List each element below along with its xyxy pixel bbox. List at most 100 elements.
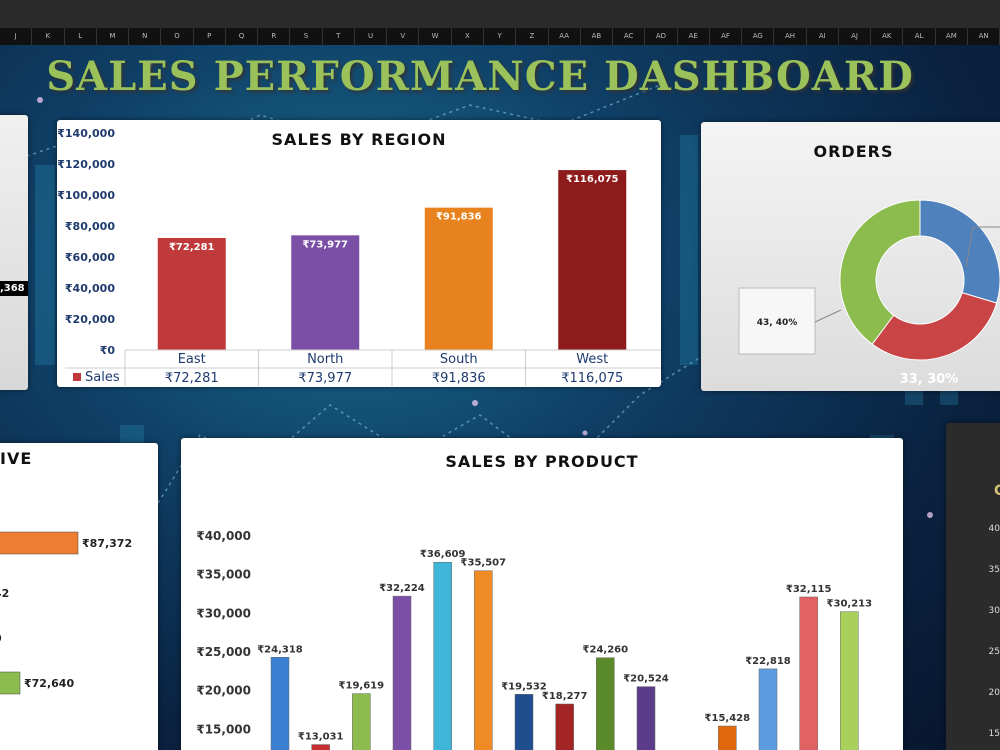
region-bar (157, 237, 226, 350)
region-chart-plot: ₹0 ₹20,000 ₹40,000 ₹60,000 ₹80,000 ₹100,000 ₹1… (57, 127, 661, 386)
column-header-cell[interactable]: Z (516, 28, 549, 45)
column-header-cell[interactable]: S (290, 28, 323, 45)
product-bar-label: ₹24,318 (257, 644, 303, 655)
region-bar (291, 235, 360, 350)
region-bar (558, 170, 627, 350)
column-header-cell[interactable]: AG (742, 28, 775, 45)
orders-leader-line (814, 309, 842, 323)
orders-chart-title: ORDERS (813, 142, 894, 161)
region-y-tick: ₹140,000 (57, 127, 115, 140)
region-y-tick: ₹40,000 (65, 282, 115, 295)
column-header-cell[interactable]: AD (645, 28, 678, 45)
right-card-tick: 25 (989, 647, 1000, 657)
orders-slice-label: 33, 30% (900, 372, 959, 387)
orders-slice (839, 199, 921, 345)
orders-slice-label: 43, 40% (757, 318, 798, 328)
excel-ribbon-bar (0, 0, 1000, 29)
column-header-cell[interactable]: V (387, 28, 420, 45)
orders-slice (919, 199, 1000, 304)
column-header-cell[interactable]: AF (710, 28, 743, 45)
product-bar-label: ₹15,428 (705, 713, 751, 724)
right-card-tick: 40 (989, 524, 1000, 534)
orders-slice (871, 291, 998, 361)
region-y-tick: ₹120,000 (57, 158, 115, 171)
right-chart-card[interactable]: C40353025201510 (946, 423, 1000, 750)
product-bar (433, 561, 452, 750)
right-card-tick: 30 (989, 606, 1000, 616)
column-header-cell[interactable]: AC (613, 28, 646, 45)
column-header-cell[interactable]: M (97, 28, 130, 45)
region-category-label: East (178, 352, 206, 367)
column-header-cell[interactable]: AL (903, 28, 936, 45)
live-bar-label: 42 (0, 587, 9, 600)
column-header-bar: J K L M N O P Q R S T U V W X Y Z AA AB AC AD AE AF AG AH AI AJ AK A… (0, 28, 1000, 45)
region-y-tick: ₹60,000 (65, 251, 115, 264)
column-header-cell[interactable]: AH (774, 28, 807, 45)
column-header-cell[interactable]: U (355, 28, 388, 45)
column-header-cell[interactable]: X (452, 28, 484, 45)
column-header-cell[interactable]: P (194, 28, 226, 45)
right-chart-plot: C40353025201510 (989, 483, 1000, 739)
region-table-value: ₹73,977 (298, 371, 352, 386)
region-legend-key (73, 373, 81, 381)
orders-chart[interactable]: ORDERS 43, 40% 33, 30% (701, 122, 1000, 391)
column-header-cell[interactable]: O (161, 28, 194, 45)
sales-by-representative-chart[interactable]: IVE ₹87,372420₹72,640400 (0, 443, 158, 750)
column-header-cell[interactable]: AE (678, 28, 710, 45)
column-header-cell[interactable]: AB (581, 28, 614, 45)
dashboard-title: SALES PERFORMANCE DASHBOARD (46, 53, 914, 100)
column-header-cell[interactable]: Y (484, 28, 517, 45)
product-y-tick: ₹15,000 (196, 722, 251, 736)
product-bar-label: ₹13,031 (298, 732, 344, 743)
column-header-cell[interactable]: AJ (839, 28, 872, 45)
product-bar (840, 611, 859, 750)
orders-leader-line (965, 226, 974, 268)
column-header-cell[interactable]: AN (968, 28, 1000, 45)
live-bar-label: ₹87,372 (82, 537, 132, 550)
product-y-tick: ₹40,000 (196, 529, 251, 543)
product-bar-label: ₹19,619 (339, 681, 385, 692)
product-chart-title: SALES BY PRODUCT (445, 452, 639, 471)
region-category-label: West (576, 352, 608, 367)
region-bar (424, 207, 493, 350)
column-header-cell[interactable]: N (129, 28, 162, 45)
column-header-cell[interactable]: L (65, 28, 97, 45)
column-header-cell[interactable]: K (32, 28, 65, 45)
region-category-label: North (307, 352, 343, 367)
product-bar (555, 703, 574, 750)
live-bar (0, 671, 21, 695)
product-bar-label: ₹32,115 (786, 584, 832, 595)
sales-by-region-chart[interactable]: SALES BY REGION ₹0 ₹20,000 ₹40,000 ₹60,000 ₹… (57, 120, 661, 387)
product-bar-label: ₹18,277 (542, 691, 588, 702)
right-card-title: C (994, 483, 1000, 499)
column-header-cell[interactable]: Q (226, 28, 259, 45)
column-header-cell[interactable]: J (0, 28, 33, 45)
column-header-cell[interactable]: AM (936, 28, 968, 45)
region-y-tick: ₹20,000 (65, 313, 115, 326)
column-header-cell[interactable]: T (323, 28, 355, 45)
product-bar (758, 668, 778, 750)
live-bar-label: ₹72,640 (24, 677, 74, 690)
right-card-tick: 35 (989, 565, 1000, 575)
region-table-value: ₹72,281 (165, 371, 219, 386)
product-bar-label: ₹36,609 (420, 549, 466, 560)
product-chart-plot: ₹10,000₹15,000₹20,000₹25,000₹30,000₹35,0… (196, 529, 872, 750)
region-category-label: South (440, 352, 478, 367)
product-bar (352, 693, 371, 750)
left-kpi-card[interactable]: 0,368 (0, 115, 28, 390)
orders-label-box (738, 287, 816, 355)
column-header-cell[interactable]: R (258, 28, 291, 45)
product-bar-label: ₹32,224 (379, 583, 425, 594)
region-table-value: ₹91,836 (432, 371, 486, 386)
column-header-cell[interactable]: AA (549, 28, 581, 45)
live-bar (0, 531, 79, 555)
region-bar-label: ₹116,075 (566, 174, 619, 185)
product-y-tick: ₹35,000 (196, 568, 251, 582)
product-bar-label: ₹22,818 (745, 656, 791, 667)
right-card-tick: 15 (989, 729, 1000, 739)
sales-by-product-chart[interactable]: SALES BY PRODUCT ₹10,000₹15,000₹20,000₹2… (181, 438, 903, 750)
column-header-cell[interactable]: AI (807, 28, 839, 45)
column-header-cell[interactable]: AK (871, 28, 904, 45)
product-bar (514, 694, 534, 750)
column-header-cell[interactable]: W (419, 28, 452, 45)
